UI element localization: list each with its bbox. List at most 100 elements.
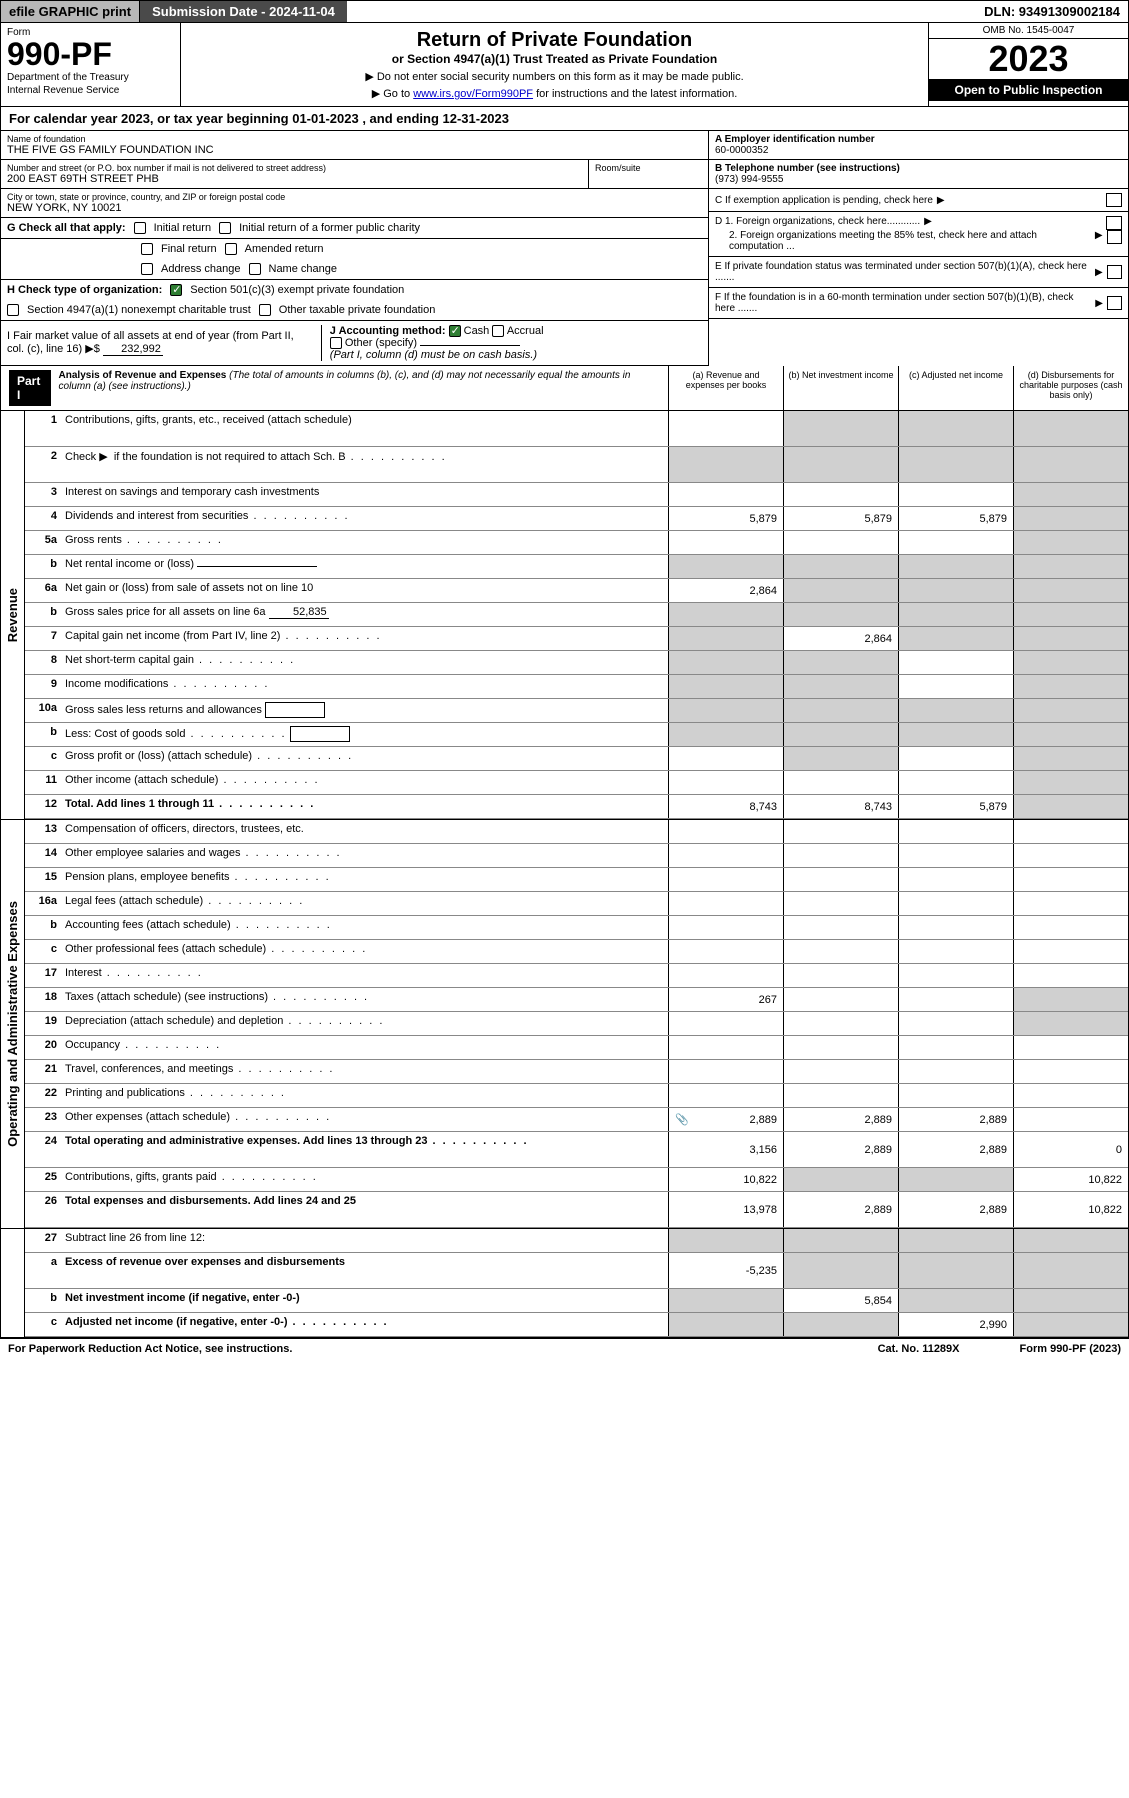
cell-b: 2,889 — [783, 1108, 898, 1131]
checkbox-d2[interactable] — [1107, 230, 1122, 244]
line-desc: Contributions, gifts, grants, etc., rece… — [61, 411, 668, 446]
cell-b — [783, 844, 898, 867]
line-num: a — [25, 1253, 61, 1288]
cell-b — [783, 603, 898, 626]
row-5a: 5aGross rents — [25, 531, 1128, 555]
cell-c — [898, 675, 1013, 698]
arrow-icon: ▶ — [1095, 298, 1103, 309]
cell-c — [898, 844, 1013, 867]
row-1: 1Contributions, gifts, grants, etc., rec… — [25, 411, 1128, 447]
revenue-text: Revenue — [5, 588, 20, 642]
ein: 60-0000352 — [715, 145, 768, 156]
cell-d: 0 — [1013, 1132, 1128, 1167]
cell-a — [668, 603, 783, 626]
checkbox-accrual[interactable] — [492, 325, 504, 337]
line-desc: Check ▶ if the foundation is not require… — [61, 447, 668, 482]
checkbox-cash[interactable] — [449, 325, 461, 337]
cell-b — [783, 447, 898, 482]
cell-a — [668, 771, 783, 794]
ein-cell: A Employer identification number 60-0000… — [709, 131, 1128, 160]
foundation-name-cell: Name of foundation THE FIVE GS FAMILY FO… — [1, 131, 708, 160]
row-27c: cAdjusted net income (if negative, enter… — [25, 1313, 1128, 1337]
checkbox-initial-return[interactable] — [134, 222, 146, 234]
cell-a — [668, 1036, 783, 1059]
checkbox-addr-change[interactable] — [141, 263, 153, 275]
cell-d — [1013, 1253, 1128, 1288]
checkbox-c[interactable] — [1106, 193, 1122, 207]
cell-b: 8,743 — [783, 795, 898, 818]
cell-a: 267 — [668, 988, 783, 1011]
row-24: 24Total operating and administrative exp… — [25, 1132, 1128, 1168]
city-label: City or town, state or province, country… — [7, 192, 702, 202]
cell-b — [783, 675, 898, 698]
checkbox-f[interactable] — [1107, 296, 1122, 310]
cell-c — [898, 1229, 1013, 1252]
col-c-header: (c) Adjusted net income — [898, 366, 1013, 410]
f-label: F If the foundation is in a 60-month ter… — [715, 292, 1091, 314]
checkbox-other-specify[interactable] — [330, 337, 342, 349]
line-num: 19 — [25, 1012, 61, 1035]
open-public: Open to Public Inspection — [929, 79, 1128, 101]
checkbox-name-change[interactable] — [249, 263, 261, 275]
row-26: 26Total expenses and disbursements. Add … — [25, 1192, 1128, 1228]
form-header: Form 990-PF Department of the Treasury I… — [0, 23, 1129, 107]
g-check-row3: Address change Name change — [1, 259, 708, 280]
c-row: C If exemption application is pending, c… — [709, 189, 1128, 212]
j-accrual: Accrual — [507, 325, 544, 337]
line-num: c — [25, 940, 61, 963]
row-10b: bLess: Cost of goods sold — [25, 723, 1128, 747]
cell-b — [783, 699, 898, 722]
cell-d — [1013, 1313, 1128, 1336]
irs-link[interactable]: www.irs.gov/Form990PF — [413, 88, 533, 100]
note-goto: ▶ Go to www.irs.gov/Form990PF for instru… — [187, 87, 922, 100]
dept-irs: Internal Revenue Service — [7, 85, 174, 96]
cell-a: -5,235 — [668, 1253, 783, 1288]
cell-c — [898, 1036, 1013, 1059]
cell-c — [898, 699, 1013, 722]
expenses-text: Operating and Administrative Expenses — [5, 901, 20, 1147]
header-center: Return of Private Foundation or Section … — [181, 23, 928, 106]
line-num: b — [25, 555, 61, 578]
cell-a — [668, 651, 783, 674]
line-desc: Dividends and interest from securities — [61, 507, 668, 530]
checkbox-e[interactable] — [1107, 265, 1122, 279]
cell-d — [1013, 579, 1128, 602]
cell-a — [668, 820, 783, 843]
cell-a — [668, 699, 783, 722]
efile-label[interactable]: efile GRAPHIC print — [1, 1, 140, 22]
line-num: 3 — [25, 483, 61, 506]
row-7: 7Capital gain net income (from Part IV, … — [25, 627, 1128, 651]
cell-d — [1013, 892, 1128, 915]
line-num: 26 — [25, 1192, 61, 1227]
checkbox-initial-public[interactable] — [219, 222, 231, 234]
subtract-section: 27Subtract line 26 from line 12: aExcess… — [0, 1229, 1129, 1338]
cell-c: 2,889 — [898, 1132, 1013, 1167]
attachment-icon[interactable]: 📎 — [675, 1113, 689, 1126]
form-title: Return of Private Foundation — [187, 29, 922, 52]
cell-b — [783, 747, 898, 770]
city-state-zip: NEW YORK, NY 10021 — [7, 202, 702, 214]
cell-b — [783, 916, 898, 939]
cell-d — [1013, 1060, 1128, 1083]
line-num: 8 — [25, 651, 61, 674]
checkbox-other-taxable[interactable] — [259, 304, 271, 316]
line-desc: Occupancy — [61, 1036, 668, 1059]
checkbox-amended[interactable] — [225, 243, 237, 255]
line-num: 14 — [25, 844, 61, 867]
cell-a: 13,978 — [668, 1192, 783, 1227]
checkbox-final-return[interactable] — [141, 243, 153, 255]
line-desc: Total expenses and disbursements. Add li… — [61, 1192, 668, 1227]
row-27: 27Subtract line 26 from line 12: — [25, 1229, 1128, 1253]
checkbox-4947[interactable] — [7, 304, 19, 316]
cell-d — [1013, 675, 1128, 698]
row-16c: cOther professional fees (attach schedul… — [25, 940, 1128, 964]
cell-d — [1013, 1289, 1128, 1312]
paperwork-notice: For Paperwork Reduction Act Notice, see … — [8, 1343, 292, 1355]
line-desc: Taxes (attach schedule) (see instruction… — [61, 988, 668, 1011]
cell-d — [1013, 1108, 1128, 1131]
row-13: 13Compensation of officers, directors, t… — [25, 820, 1128, 844]
cat-no: Cat. No. 11289X — [878, 1343, 960, 1355]
line-num: b — [25, 1289, 61, 1312]
checkbox-d1[interactable] — [1106, 216, 1122, 230]
checkbox-501c3[interactable] — [170, 284, 182, 296]
